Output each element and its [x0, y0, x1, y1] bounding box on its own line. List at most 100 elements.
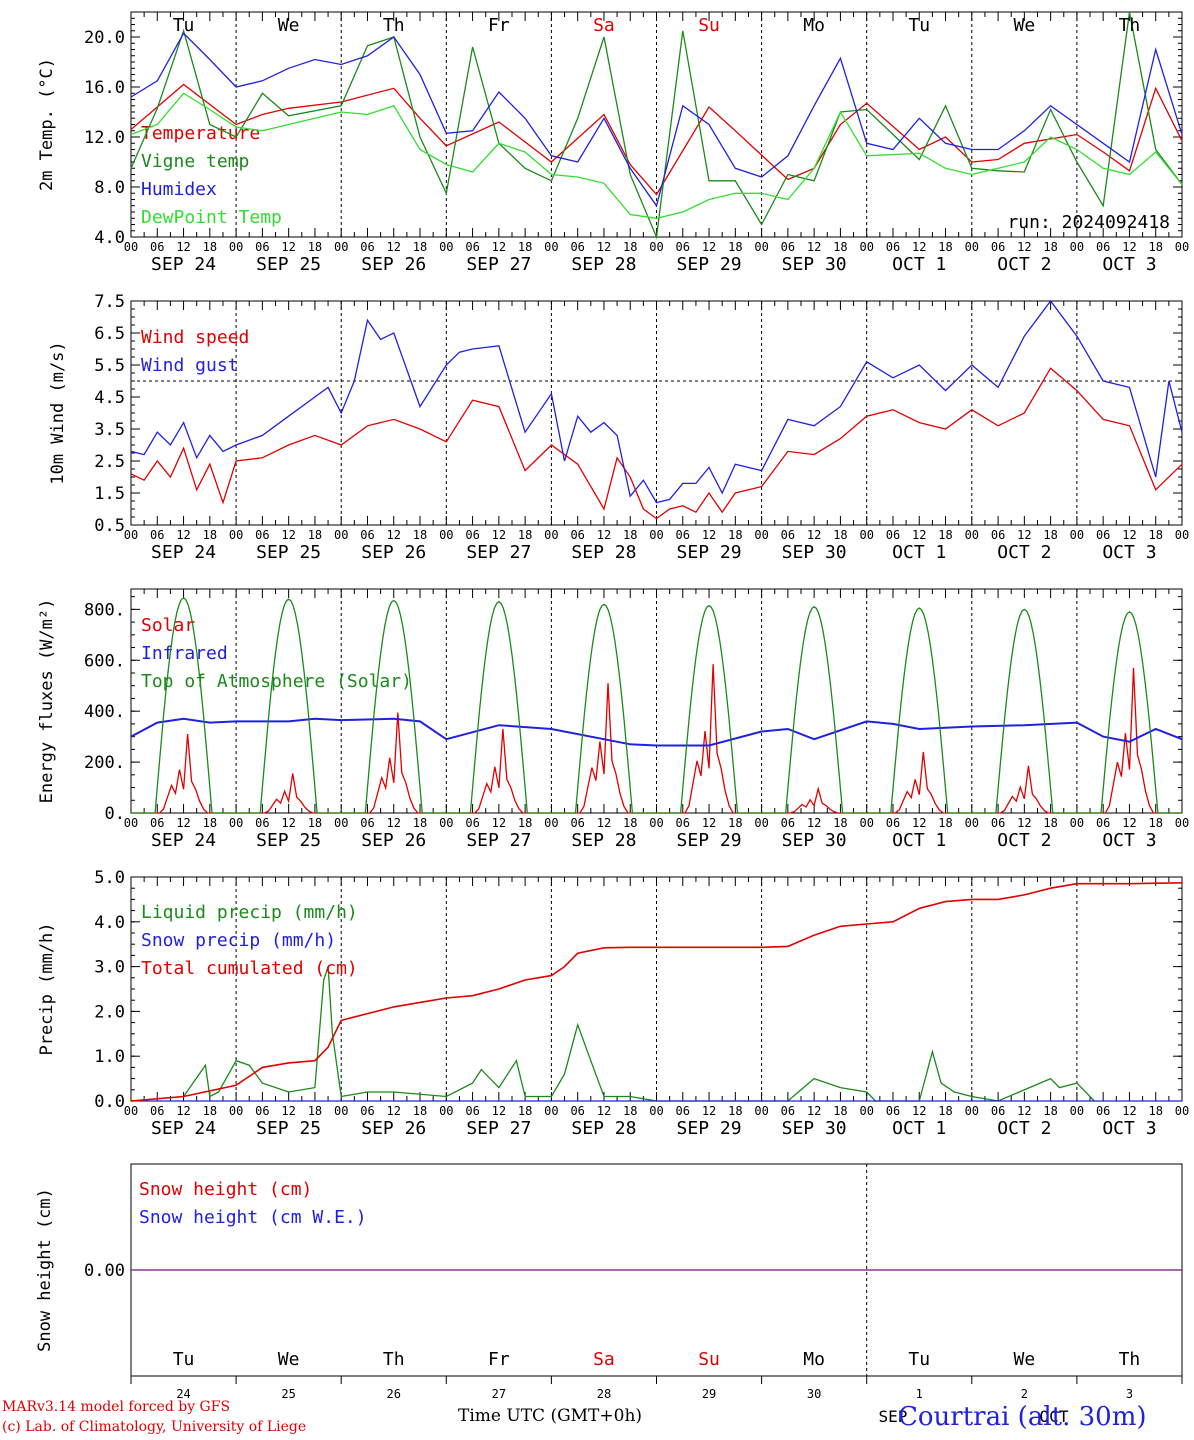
y-axis-label: Snow height (cm) — [35, 1188, 55, 1352]
date-label: OCT 1 — [892, 830, 946, 851]
hour-label: 18 — [833, 1104, 847, 1118]
hour-label: 00 — [859, 1104, 873, 1118]
weekday-label: Th — [1119, 15, 1141, 36]
hour-label: 12 — [492, 528, 506, 542]
legend-entry: Solar — [141, 615, 195, 636]
hour-label: 00 — [649, 240, 663, 254]
hour-label: 00 — [544, 528, 558, 542]
y-tick-label: 4.0 — [94, 228, 125, 248]
hour-label: 00 — [1175, 528, 1189, 542]
hour-label: 00 — [229, 1104, 243, 1118]
hour-label: 12 — [807, 240, 821, 254]
weekday-label: We — [1014, 15, 1036, 36]
hour-label: 00 — [649, 1104, 663, 1118]
hour-label: 06 — [150, 528, 164, 542]
hour-label: 18 — [728, 528, 742, 542]
y-tick-label: 400. — [84, 702, 125, 722]
series-line-wind-speed — [130, 367, 1183, 520]
date-label: SEP 25 — [256, 254, 321, 275]
y-tick-label: 6.5 — [94, 324, 125, 344]
y-axis-label: Precip (mm/h) — [37, 922, 57, 1055]
hour-label: 06 — [886, 816, 900, 830]
day-number-label: 25 — [281, 1387, 295, 1401]
hour-label: 18 — [728, 240, 742, 254]
hour-label: 12 — [702, 1104, 716, 1118]
hour-label: 18 — [1148, 1104, 1162, 1118]
hour-label: 06 — [255, 240, 269, 254]
date-label: SEP 25 — [256, 830, 321, 851]
hour-label: 00 — [229, 528, 243, 542]
hour-label: 00 — [1175, 1104, 1189, 1118]
hour-label: 12 — [1122, 528, 1136, 542]
hour-label: 12 — [597, 240, 611, 254]
date-label: SEP 24 — [151, 542, 216, 563]
hour-label: 18 — [1043, 816, 1057, 830]
y-tick-label: 600. — [84, 651, 125, 671]
hour-label: 12 — [176, 528, 190, 542]
y-tick-label: 0.00 — [84, 1261, 125, 1281]
weekday-label: Su — [698, 15, 720, 36]
hour-label: 06 — [1096, 1104, 1110, 1118]
hour-label: 18 — [1148, 528, 1162, 542]
hour-label: 00 — [649, 528, 663, 542]
weekday-label: Tu — [908, 15, 930, 36]
date-label: SEP 30 — [782, 830, 847, 851]
hour-label: 18 — [413, 528, 427, 542]
hour-label: 00 — [124, 528, 138, 542]
series-line-top-of-atmosphere-solar- — [131, 597, 1182, 814]
panel-2: 0.5 1.5 2.5 3.5 4.5 5.5 6.5 7.5 10m Wind (m/s) Wi… — [48, 292, 1189, 563]
weekday-label: Th — [383, 1349, 405, 1370]
y-tick-label: 0.0 — [94, 1092, 125, 1112]
hour-label: 00 — [229, 816, 243, 830]
hour-label: 00 — [229, 240, 243, 254]
day-number-label: 3 — [1126, 1387, 1133, 1401]
series-line-dewpoint-temp — [130, 92, 1183, 219]
hour-label: 18 — [833, 816, 847, 830]
hour-label: 00 — [124, 1104, 138, 1118]
hour-label: 06 — [886, 240, 900, 254]
hour-label: 12 — [387, 816, 401, 830]
date-label: SEP 26 — [361, 1118, 426, 1139]
hour-label: 12 — [176, 240, 190, 254]
hour-label: 12 — [492, 1104, 506, 1118]
date-label: OCT 2 — [997, 1118, 1051, 1139]
hour-label: 06 — [991, 240, 1005, 254]
hour-label: 18 — [413, 1104, 427, 1118]
hour-label: 06 — [886, 528, 900, 542]
hour-label: 06 — [1096, 528, 1110, 542]
hour-label: 12 — [597, 1104, 611, 1118]
hour-label: 06 — [150, 816, 164, 830]
hour-label: 18 — [833, 240, 847, 254]
hour-label: 06 — [676, 528, 690, 542]
hour-label: 12 — [176, 816, 190, 830]
weekday-label: We — [1014, 1349, 1036, 1370]
hour-label: 12 — [387, 240, 401, 254]
hour-label: 00 — [544, 1104, 558, 1118]
y-tick-label: 4.5 — [94, 388, 125, 408]
hour-label: 18 — [833, 528, 847, 542]
legend-entry: Infrared — [141, 643, 228, 664]
y-tick-label: 0.5 — [94, 516, 125, 536]
hour-label: 00 — [754, 816, 768, 830]
panel-frame — [130, 588, 1183, 814]
y-tick-label: 5.5 — [94, 356, 125, 376]
hour-label: 00 — [965, 816, 979, 830]
y-tick-label: 3.5 — [94, 420, 125, 440]
weekday-label: Fr — [488, 1349, 510, 1370]
date-label: SEP 30 — [782, 1118, 847, 1139]
hour-label: 18 — [938, 528, 952, 542]
hour-label: 12 — [1017, 1104, 1031, 1118]
weekday-label: Tu — [173, 1349, 195, 1370]
hour-label: 18 — [308, 816, 322, 830]
weekday-label: Tu — [173, 15, 195, 36]
weekday-label: Mo — [803, 15, 825, 36]
month-label: OCT — [1040, 1407, 1069, 1426]
date-label: SEP 26 — [361, 254, 426, 275]
date-label: SEP 28 — [571, 542, 636, 563]
y-tick-label: 16.0 — [84, 78, 125, 98]
hour-label: 06 — [255, 528, 269, 542]
hour-label: 06 — [781, 240, 795, 254]
hour-label: 18 — [203, 1104, 217, 1118]
hour-label: 18 — [1043, 1104, 1057, 1118]
hour-label: 06 — [570, 240, 584, 254]
